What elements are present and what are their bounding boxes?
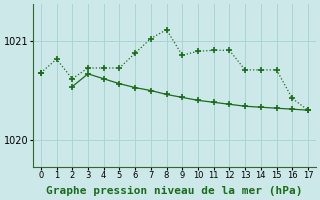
- X-axis label: Graphe pression niveau de la mer (hPa): Graphe pression niveau de la mer (hPa): [46, 186, 303, 196]
